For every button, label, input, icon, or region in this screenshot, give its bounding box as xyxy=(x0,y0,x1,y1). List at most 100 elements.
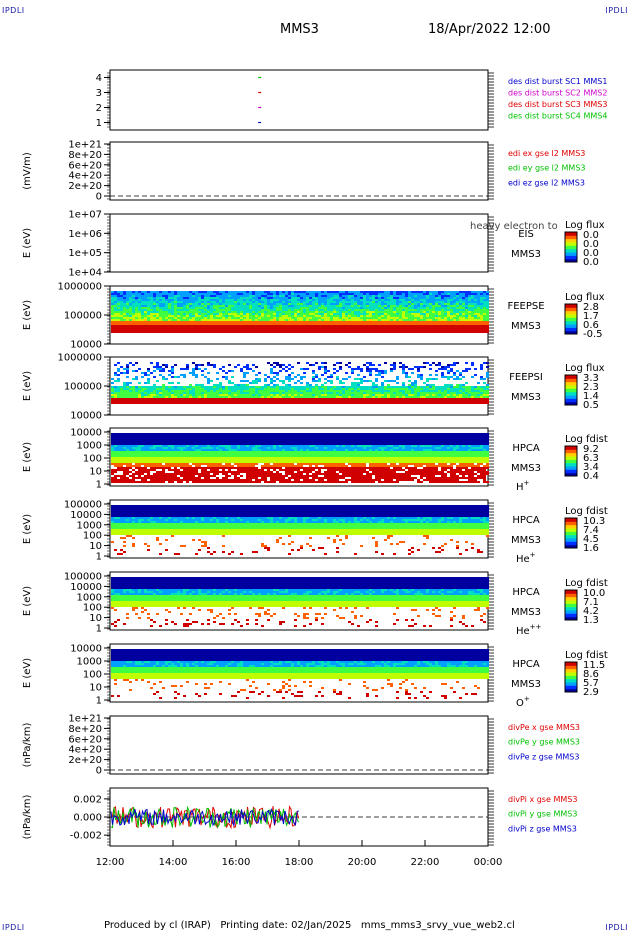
spectrogram-cell xyxy=(462,317,465,319)
spectrogram-cell xyxy=(276,386,279,388)
spectrogram-cell xyxy=(123,313,126,315)
spectrogram-cell xyxy=(117,455,120,457)
spectrogram-cell xyxy=(129,317,132,319)
spectrogram-cell xyxy=(366,315,369,317)
spectrogram-cell xyxy=(273,402,276,404)
spectrogram-cell xyxy=(468,400,471,402)
colorbar-segment xyxy=(565,232,577,236)
spectrogram-cell xyxy=(147,388,150,390)
spectrogram-cell xyxy=(186,291,189,293)
spectrogram-cell xyxy=(408,325,411,327)
spectrogram-cell xyxy=(219,323,222,325)
spectrogram-cell xyxy=(159,331,162,333)
spectrogram-cell xyxy=(234,315,237,317)
spectrogram-cell xyxy=(375,325,378,327)
spectrogram-cell xyxy=(192,370,195,372)
spectrogram-cell xyxy=(153,481,156,483)
spectrogram-cell xyxy=(126,479,129,481)
spectrogram-cell xyxy=(396,309,399,311)
spectrogram-cell xyxy=(429,295,432,297)
spectrogram-cell xyxy=(372,386,375,388)
spectrogram-cell xyxy=(279,295,282,297)
spectrogram-cell xyxy=(132,392,135,394)
spectrogram-cell xyxy=(315,315,318,317)
spectrogram-cell xyxy=(135,325,138,327)
spectrogram-cell xyxy=(165,293,168,295)
spectrogram-cell xyxy=(189,392,192,394)
spectrogram-cell xyxy=(402,394,405,396)
spectrogram-cell xyxy=(411,313,414,315)
spectrogram-cell xyxy=(384,317,387,319)
spectrogram-cell xyxy=(306,398,309,400)
spectrogram-cell xyxy=(450,293,453,295)
spectrogram-cell xyxy=(441,325,444,327)
spectrogram-cell xyxy=(309,319,312,321)
spectrogram-cell xyxy=(198,384,201,386)
spectrogram-cell xyxy=(144,433,147,435)
spectrogram-cell xyxy=(234,307,237,309)
spectrogram-cell xyxy=(288,323,291,325)
spectrogram-cell xyxy=(288,301,291,303)
spectrogram-cell xyxy=(327,291,330,293)
spectrogram-cell xyxy=(270,331,273,333)
spectrogram-cell xyxy=(468,331,471,333)
spectrogram-cell xyxy=(465,331,468,333)
spectrogram-cell xyxy=(453,400,456,402)
spectrogram-cell xyxy=(111,433,114,435)
spectrogram-cell xyxy=(330,299,333,301)
spectrogram-cell xyxy=(486,307,489,309)
spectrogram-cell xyxy=(111,305,114,307)
spectrogram-cell xyxy=(255,321,258,323)
spectrogram-cell xyxy=(207,378,210,380)
spectrogram-cell xyxy=(483,297,486,299)
spectrogram-cell xyxy=(132,301,135,303)
spectrogram-cell xyxy=(465,313,468,315)
spectrogram-cell xyxy=(333,325,336,327)
spectrogram-cell xyxy=(384,386,387,388)
spectrogram-cell xyxy=(219,331,222,333)
spectrogram-cell xyxy=(429,388,432,390)
spectrogram-cell xyxy=(156,463,159,465)
spectrogram-cell xyxy=(153,366,156,368)
spectrogram-cell xyxy=(111,455,114,457)
spectrogram-cell xyxy=(183,331,186,333)
spectrogram-cell xyxy=(147,297,150,299)
spectrogram-cell xyxy=(207,398,210,400)
spectrogram-cell xyxy=(195,313,198,315)
spectrogram-cell xyxy=(423,402,426,404)
spectrogram-cell xyxy=(129,398,132,400)
spectrogram-cell xyxy=(423,311,426,313)
spectrogram-cell xyxy=(486,384,489,386)
spectrogram-cell xyxy=(327,297,330,299)
spectrogram-cell xyxy=(264,309,267,311)
spectrogram-cell xyxy=(189,301,192,303)
species-label: heavy electron to xyxy=(470,221,558,232)
colorbar-segment xyxy=(565,395,577,399)
spectrogram-cell xyxy=(348,315,351,317)
spectrogram-cell xyxy=(237,317,240,319)
spectrogram-cell xyxy=(300,307,303,309)
spectrogram-cell xyxy=(228,329,231,331)
spectrogram-cell xyxy=(318,400,321,402)
spectrogram-cell xyxy=(123,453,126,455)
spectrogram-cell xyxy=(303,293,306,295)
spectrogram-cell xyxy=(264,398,267,400)
spectrogram-cell xyxy=(273,319,276,321)
spectrogram-cell xyxy=(132,439,135,441)
spectrogram-cell xyxy=(255,331,258,333)
spectrogram-cell xyxy=(318,299,321,301)
spectrogram-cell xyxy=(297,291,300,293)
spectrogram-cell xyxy=(147,459,150,461)
spectrogram-cell xyxy=(411,327,414,329)
spectrogram-cell xyxy=(267,376,270,378)
spectrogram-cell xyxy=(339,307,342,309)
spectrogram-cell xyxy=(243,311,246,313)
spectrogram-cell xyxy=(144,313,147,315)
spectrogram-cell xyxy=(111,453,114,455)
spectrogram-cell xyxy=(291,317,294,319)
spectrogram-cell xyxy=(348,303,351,305)
spectrogram-cell xyxy=(213,313,216,315)
spectrogram-cell xyxy=(273,309,276,311)
spectrogram-cell xyxy=(276,303,279,305)
spectrogram-cell xyxy=(288,309,291,311)
